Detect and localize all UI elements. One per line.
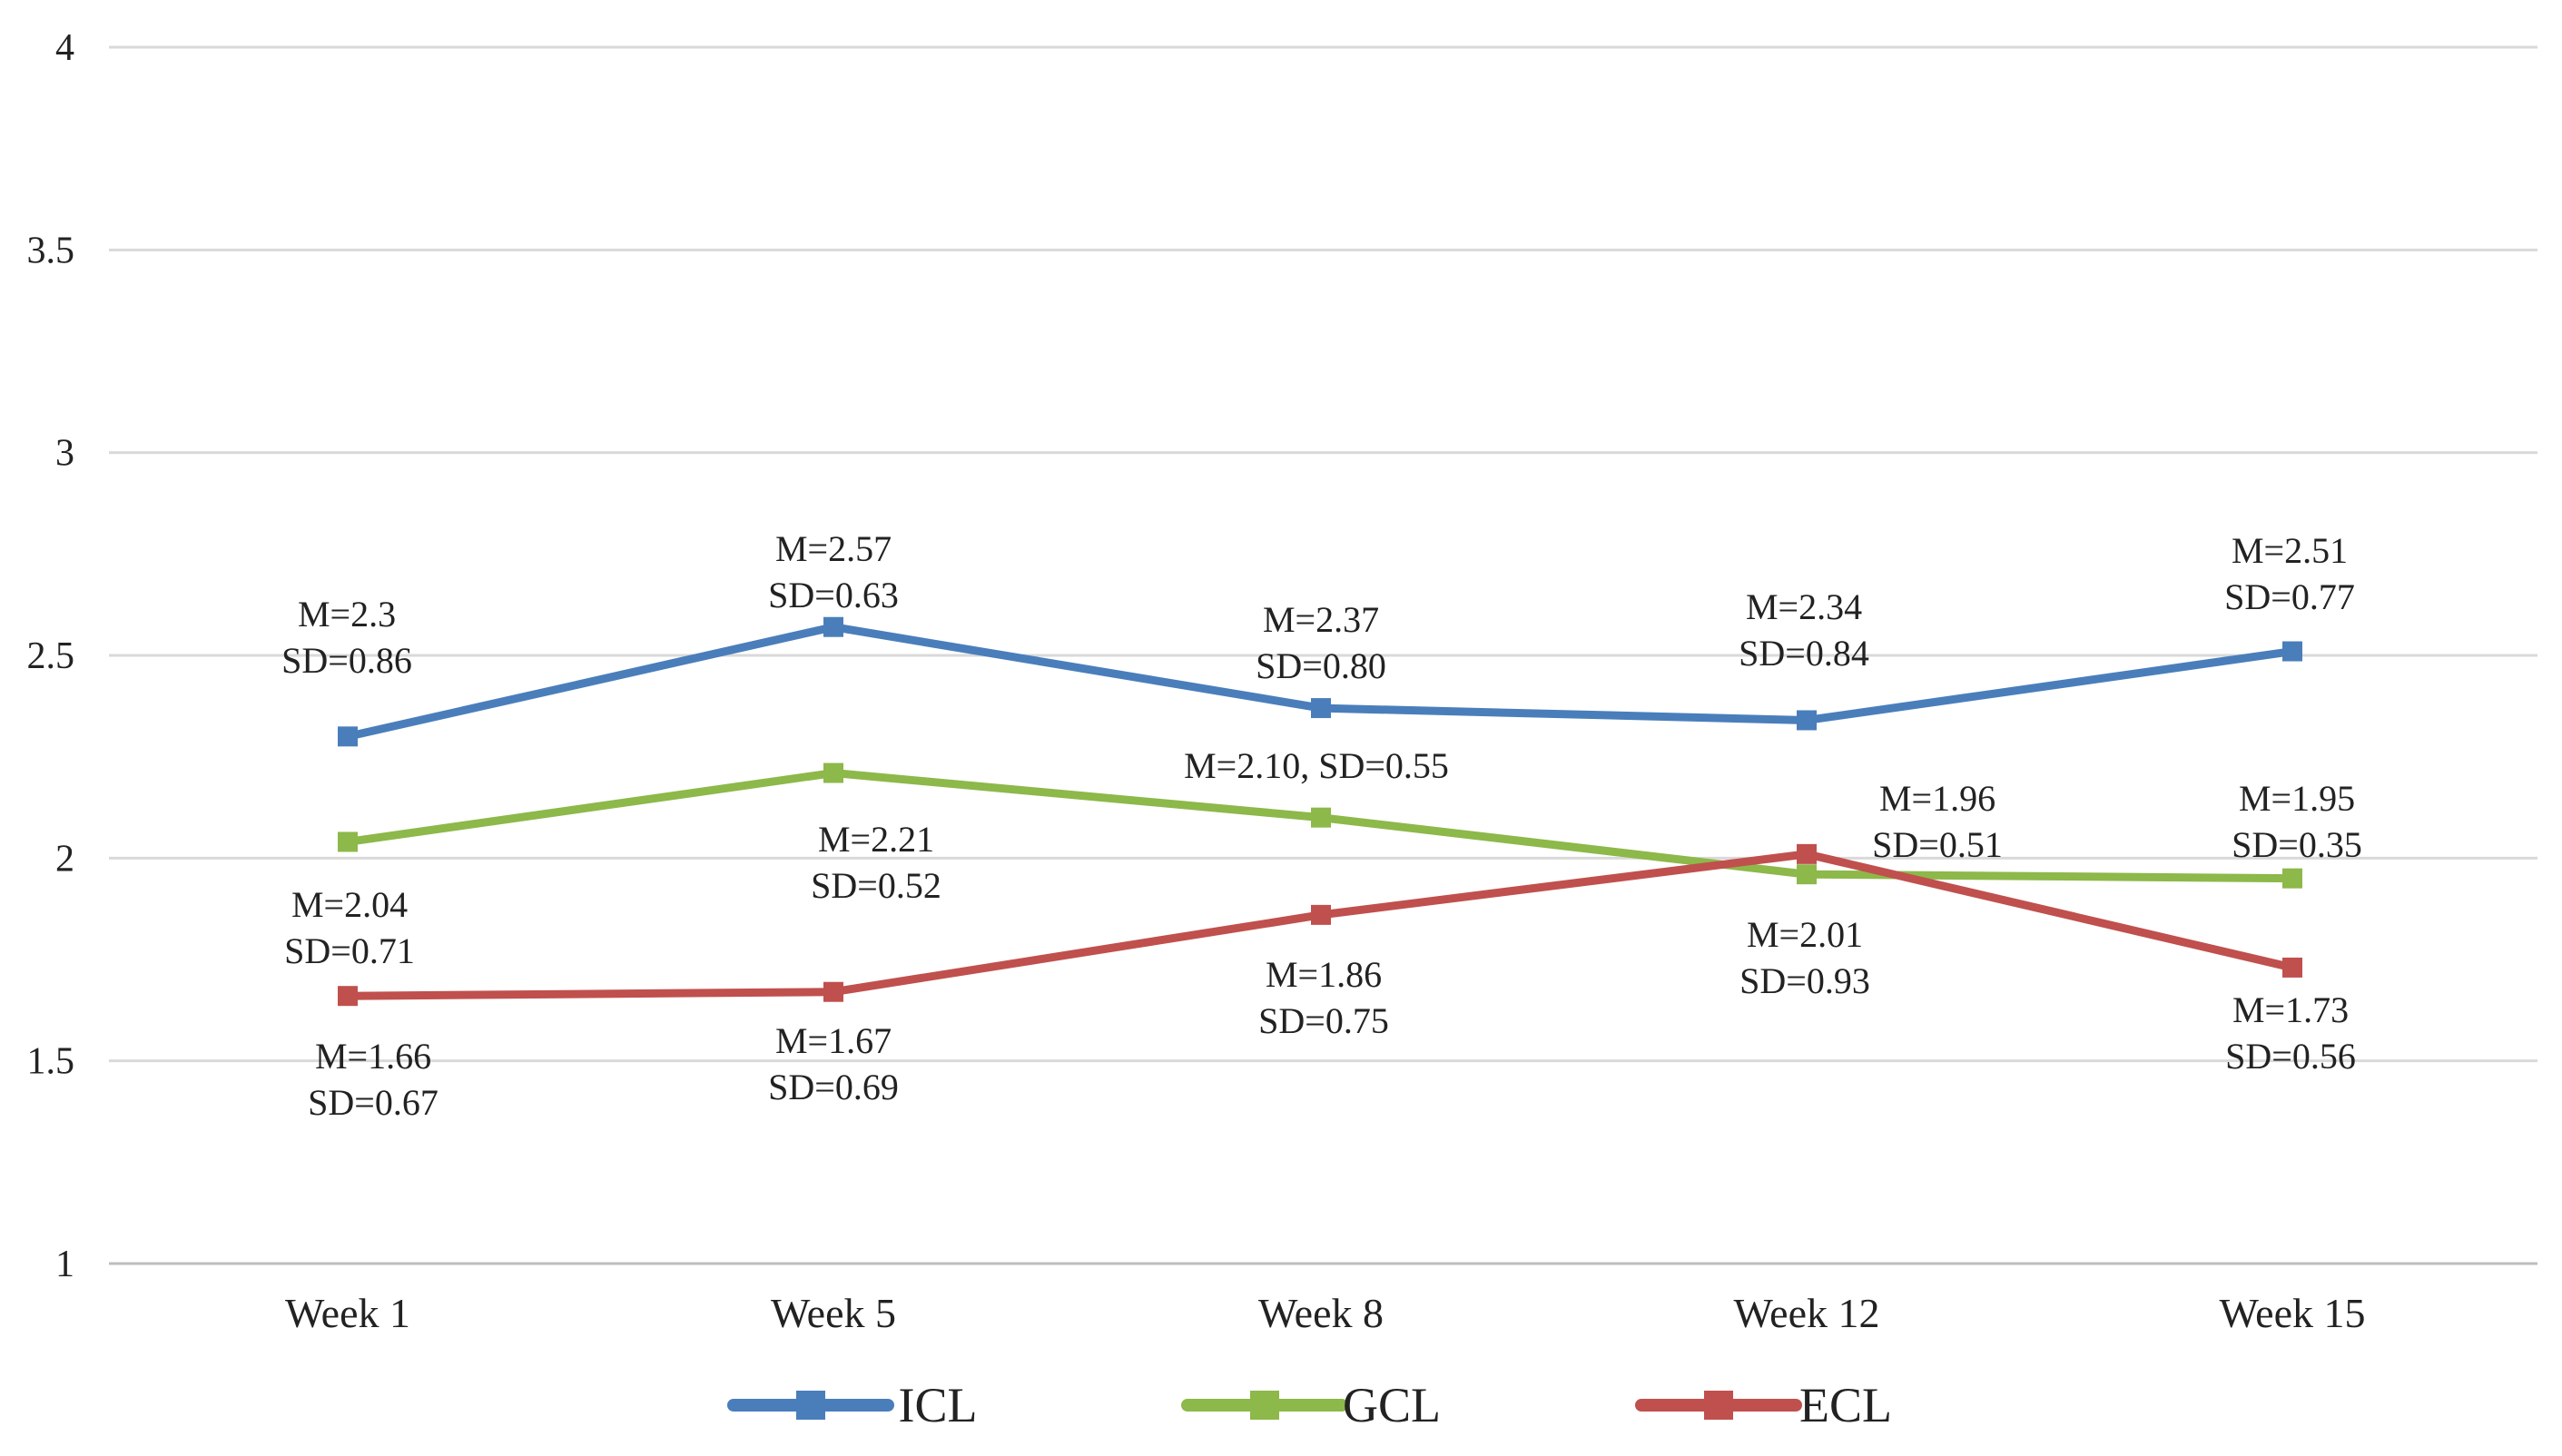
x-tick-label: Week 12 (1733, 1290, 1879, 1336)
data-point-gcl (1797, 864, 1817, 885)
data-label-icl: SD=0.84 (1739, 633, 1869, 674)
data-label-icl: SD=0.77 (2224, 576, 2355, 617)
data-label-ecl: SD=0.67 (308, 1082, 438, 1123)
data-label-icl: M=2.34 (1746, 586, 1862, 627)
data-label-gcl: M=2.04 (291, 884, 408, 925)
data-point-gcl (1311, 807, 1331, 828)
data-point-icl (338, 726, 358, 747)
data-point-gcl (823, 762, 843, 783)
data-point-icl (2282, 641, 2302, 662)
data-label-ecl: M=2.01 (1747, 914, 1863, 955)
y-tick-label: 2 (55, 838, 74, 880)
y-tick-label: 4 (55, 27, 74, 69)
data-label-icl: M=2.51 (2232, 530, 2348, 571)
series (338, 616, 2302, 1007)
data-label-gcl: M=2.10, SD=0.55 (1184, 745, 1449, 786)
data-point-icl (1797, 710, 1817, 731)
data-label-icl: SD=0.86 (281, 640, 412, 681)
legend-marker-ecl (1704, 1391, 1733, 1420)
data-point-ecl (1797, 843, 1817, 864)
x-tick-label: Week 15 (2219, 1290, 2365, 1336)
data-label-ecl: SD=0.93 (1739, 960, 1870, 1001)
data-label-ecl: M=1.86 (1266, 954, 1382, 995)
data-point-ecl (1311, 904, 1331, 925)
legend-marker-icl (796, 1391, 825, 1420)
legend: ICL GCL ECL (727, 1378, 1892, 1432)
data-label-ecl: M=1.73 (2232, 989, 2349, 1030)
legend-label-icl: ICL (899, 1378, 978, 1432)
x-axis-ticks: Week 1 Week 5 Week 8 Week 12 Week 15 (285, 1290, 2366, 1336)
data-label-ecl: M=1.66 (315, 1036, 431, 1077)
data-annotations: M=2.3 SD=0.86 M=2.57 SD=0.63 M=2.37 SD=0.80 M=… (281, 528, 2362, 1123)
data-point-ecl (338, 986, 358, 1007)
y-tick-label: 3 (55, 433, 74, 475)
data-point-gcl (2282, 868, 2302, 889)
data-label-icl: SD=0.80 (1256, 645, 1386, 686)
y-tick-label: 1 (55, 1244, 74, 1285)
data-label-ecl: M=1.67 (775, 1020, 892, 1061)
data-label-icl: SD=0.63 (768, 575, 899, 615)
gridlines (109, 45, 2537, 1265)
data-label-gcl: SD=0.71 (284, 930, 415, 971)
data-label-gcl: SD=0.35 (2232, 824, 2362, 865)
data-label-icl: M=2.3 (298, 594, 396, 635)
x-tick-label: Week 5 (771, 1290, 896, 1336)
data-point-icl (1311, 698, 1331, 719)
x-tick-label: Week 1 (285, 1290, 410, 1336)
legend-marker-gcl (1250, 1391, 1279, 1420)
legend-label-gcl: GCL (1343, 1378, 1441, 1432)
data-point-ecl (2282, 957, 2302, 978)
data-label-ecl: SD=0.56 (2225, 1036, 2356, 1077)
data-label-ecl: SD=0.75 (1258, 1000, 1389, 1041)
data-label-ecl: SD=0.69 (768, 1067, 899, 1107)
data-point-ecl (823, 981, 843, 1002)
y-tick-label: 1.5 (27, 1041, 75, 1083)
y-tick-label: 2.5 (27, 635, 75, 677)
data-label-gcl: SD=0.52 (811, 865, 941, 906)
x-tick-label: Week 8 (1258, 1290, 1384, 1336)
data-point-gcl (338, 831, 358, 852)
data-point-icl (823, 616, 843, 637)
legend-label-ecl: ECL (1799, 1378, 1892, 1432)
data-label-icl: M=2.57 (775, 528, 892, 569)
data-label-gcl: M=2.21 (818, 819, 934, 860)
data-label-gcl: M=1.95 (2239, 778, 2355, 819)
y-axis-ticks: 1 1.5 2 2.5 3 3.5 4 (27, 27, 75, 1285)
data-label-gcl: SD=0.51 (1872, 824, 2003, 865)
y-tick-label: 3.5 (27, 230, 75, 271)
data-label-gcl: M=1.96 (1879, 778, 1995, 819)
data-label-icl: M=2.37 (1263, 599, 1379, 640)
